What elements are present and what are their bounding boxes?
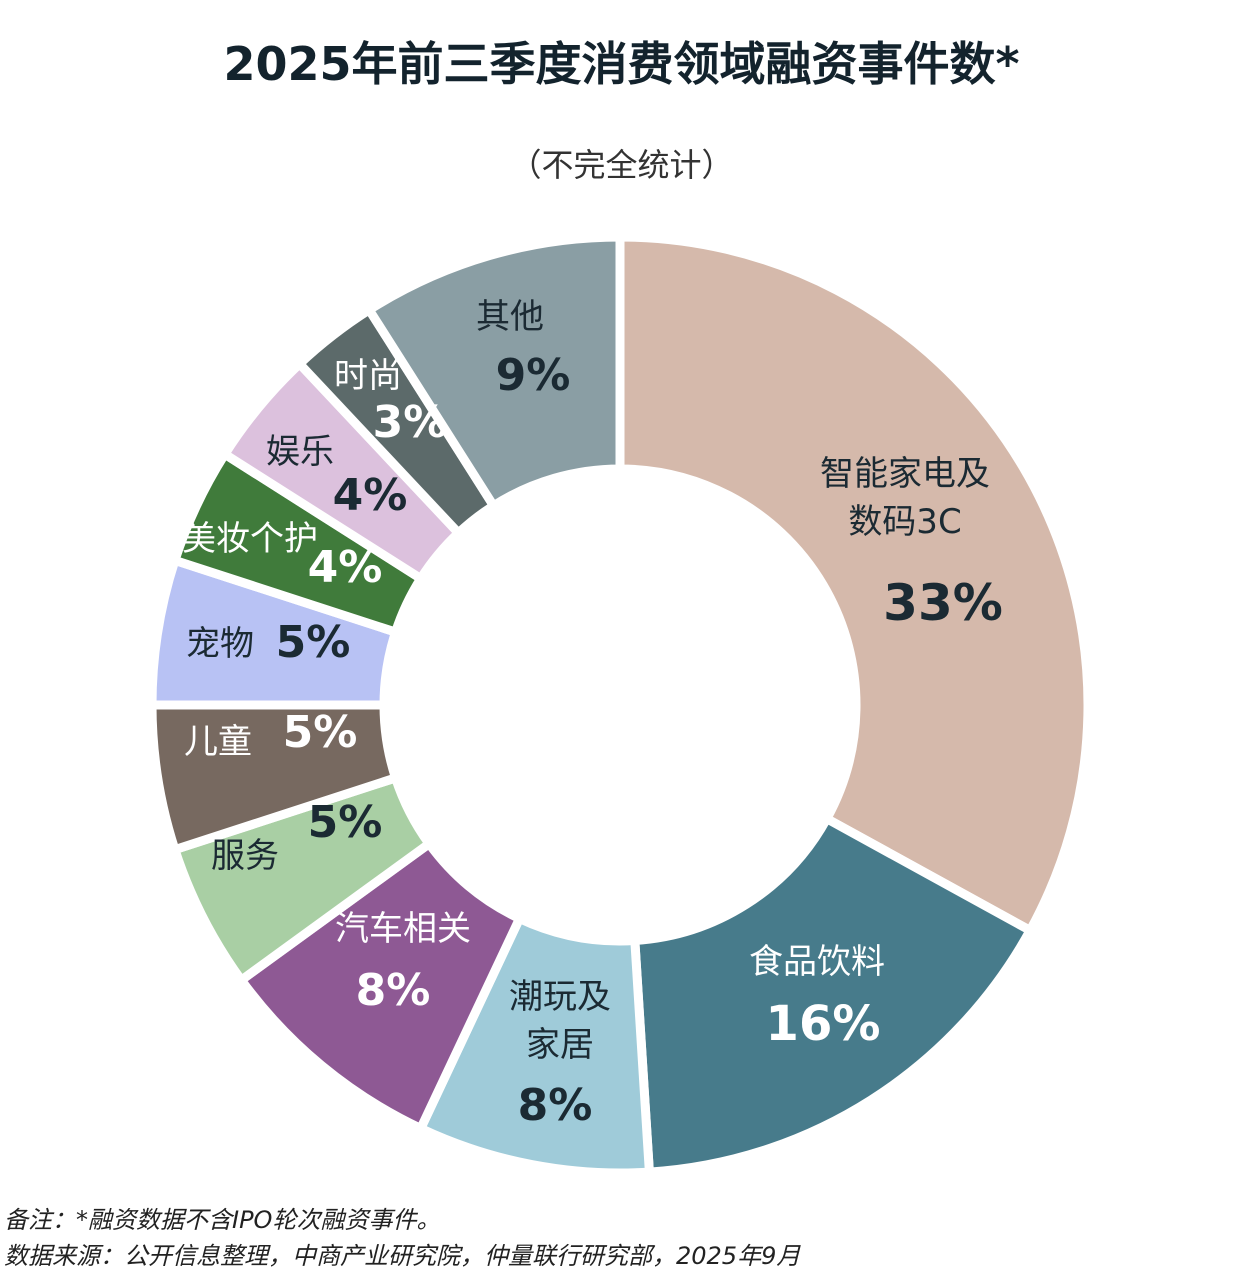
slice-value-label: 16% bbox=[766, 996, 881, 1052]
slice-label: 潮玩及家居 bbox=[509, 977, 611, 1065]
slice-2 bbox=[630, 812, 1037, 1177]
slice-label: 其他 bbox=[476, 297, 544, 337]
slice-value-label: 4% bbox=[308, 542, 383, 593]
slice-value-label: 4% bbox=[333, 470, 408, 521]
slice-label: 汽车相关 bbox=[335, 909, 471, 949]
slice-label: 服务 bbox=[211, 836, 279, 876]
slice-label: 儿童 bbox=[184, 722, 252, 762]
chart-title: 2025年前三季度消费领域融资事件数* bbox=[223, 37, 1020, 91]
footer-note: 备注：*融资数据不含IPO轮次融资事件。 bbox=[4, 1206, 441, 1234]
slice-value-label: 5% bbox=[308, 797, 383, 848]
chart-subtitle: （不完全统计） bbox=[509, 146, 734, 184]
slice-value-label: 3% bbox=[373, 397, 448, 448]
footer-source: 数据来源：公开信息整理，中商产业研究院，仲量联行研究部，2025年9月 bbox=[4, 1242, 801, 1270]
slice-11 bbox=[363, 232, 625, 512]
slice-1 bbox=[615, 232, 1093, 937]
slice-value-label: 5% bbox=[276, 617, 351, 668]
slice-label: 智能家电及数码3C bbox=[820, 454, 990, 542]
slice-value-label: 8% bbox=[518, 1080, 593, 1131]
slice-label: 时尚 bbox=[334, 356, 402, 396]
slice-label: 娱乐 bbox=[266, 432, 334, 472]
slice-value-label: 8% bbox=[356, 965, 431, 1016]
slice-value-label: 33% bbox=[883, 574, 1003, 632]
slice-label: 宠物 bbox=[186, 624, 254, 664]
slice-label: 美妆个护 bbox=[182, 519, 318, 559]
slice-value-label: 5% bbox=[283, 707, 358, 758]
slice-value-label: 9% bbox=[496, 350, 571, 401]
slice-label: 食品饮料 bbox=[749, 942, 885, 982]
